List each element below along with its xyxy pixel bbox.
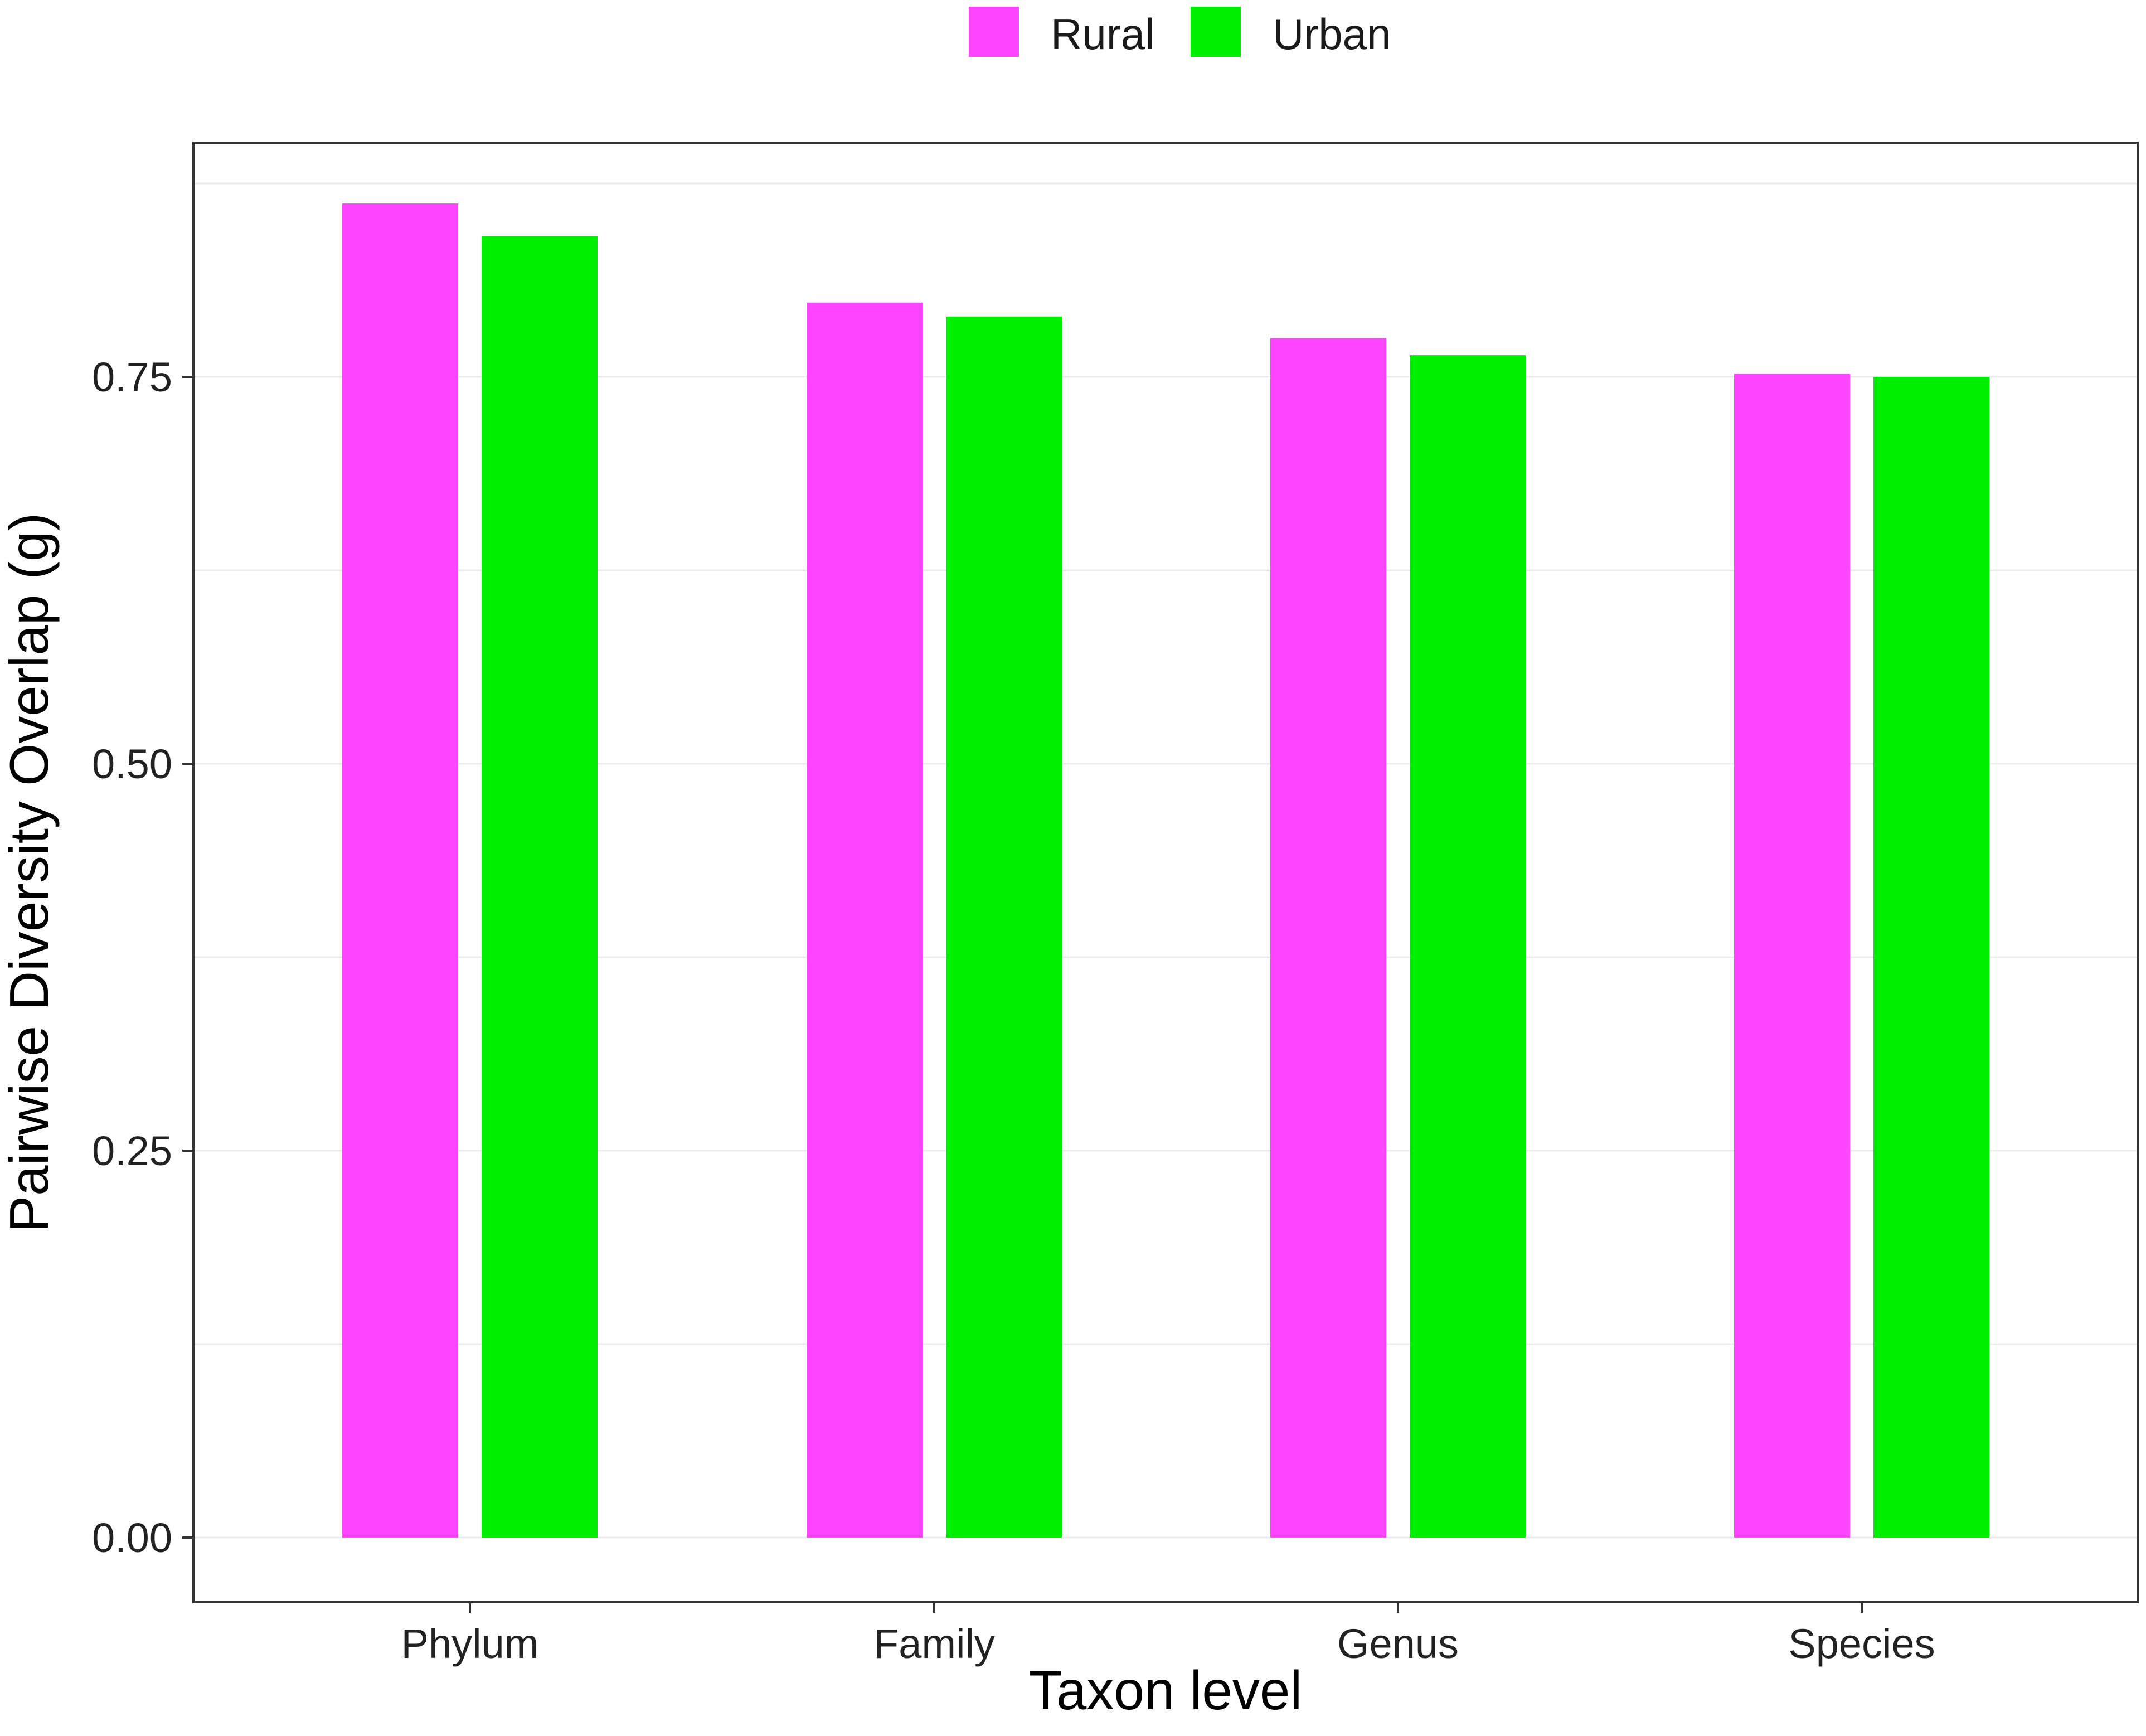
bar-family-rural: [807, 302, 923, 1538]
y-tick-label: 0.75: [92, 354, 172, 400]
y-tick-label: 0.00: [92, 1515, 172, 1561]
bar-genus-rural: [1270, 338, 1386, 1538]
bar-genus-urban: [1410, 355, 1526, 1538]
bar-species-rural: [1734, 374, 1850, 1538]
y-tick-label: 0.50: [92, 741, 172, 787]
y-axis-title: Pairwise Diversity Overlap (g): [0, 513, 60, 1233]
legend-label-rural: Rural: [1051, 9, 1154, 59]
x-tick-label: Family: [873, 1621, 995, 1667]
bars: [342, 203, 1989, 1538]
bar-family-urban: [946, 316, 1062, 1538]
legend-label-urban: Urban: [1273, 9, 1391, 59]
plot-panel-border: [192, 142, 2139, 1603]
bar-species-urban: [1873, 377, 1989, 1538]
bar-phylum-rural: [342, 203, 458, 1538]
bar-phylum-urban: [482, 236, 598, 1538]
x-tick-label: Genus: [1337, 1621, 1459, 1667]
legend: Rural Urban: [969, 7, 1391, 59]
legend-swatch-urban: [1191, 7, 1241, 57]
y-tick-label: 0.25: [92, 1128, 172, 1174]
x-axis-title: Taxon level: [1029, 1660, 1302, 1721]
x-tick-label: Phylum: [401, 1621, 539, 1667]
y-axis: 0.00 0.25 0.50 0.75: [92, 354, 193, 1561]
x-axis: Phylum Family Genus Species: [401, 1602, 1935, 1667]
x-tick-label: Species: [1788, 1621, 1935, 1667]
legend-swatch-rural: [969, 7, 1019, 57]
